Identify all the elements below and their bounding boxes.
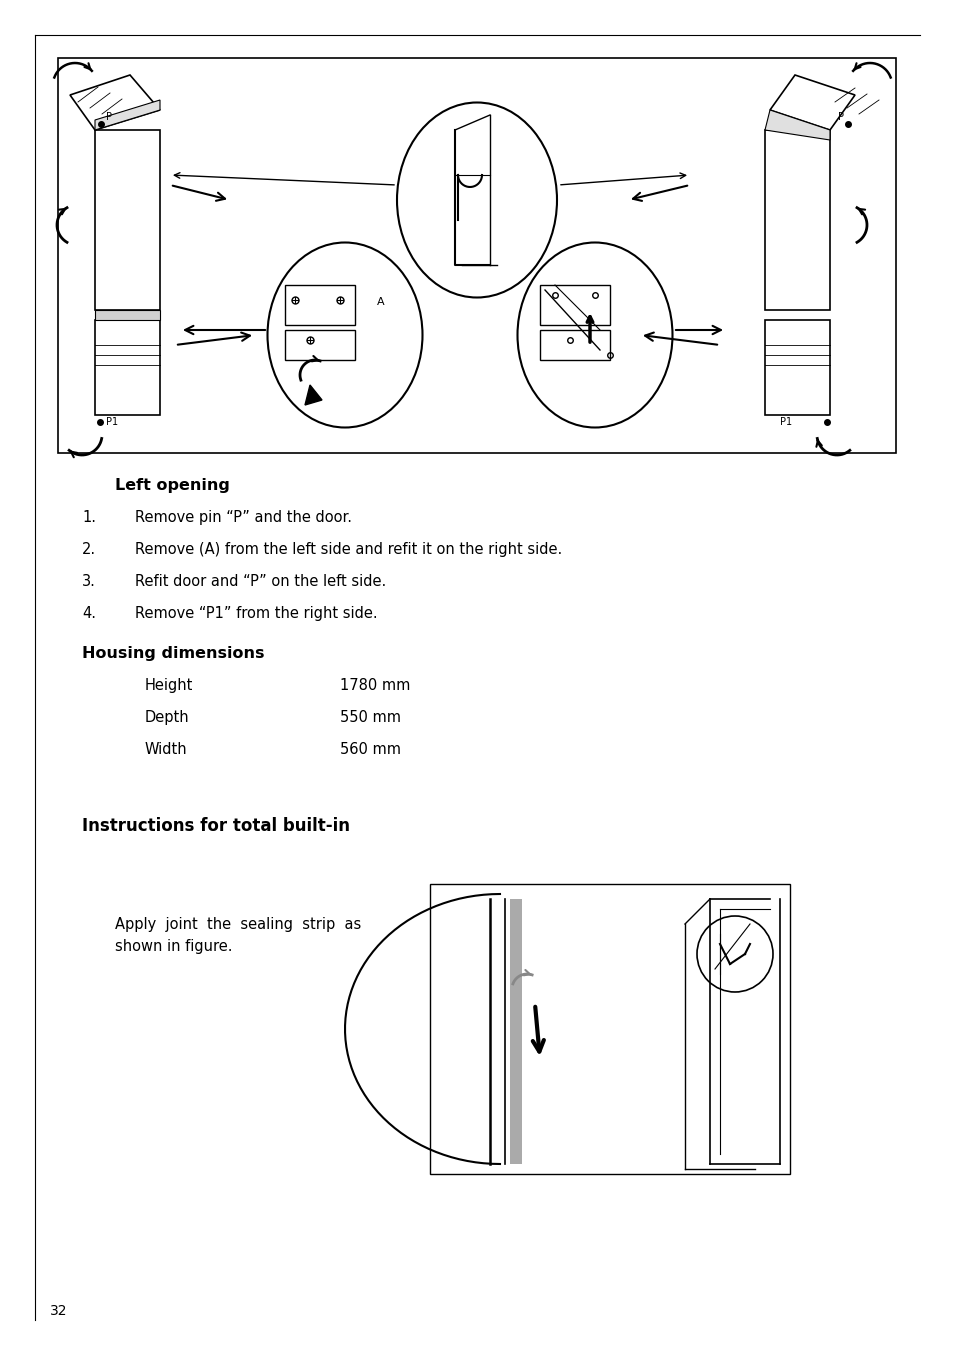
Text: 4.: 4. (82, 606, 96, 621)
Polygon shape (95, 100, 160, 130)
Bar (430, 884, 789, 1174)
Text: 1780 mm: 1780 mm (339, 677, 410, 694)
Text: 3.: 3. (82, 575, 95, 589)
Text: 550 mm: 550 mm (339, 710, 400, 725)
Text: 32: 32 (50, 1303, 68, 1318)
Bar (539, 330, 609, 360)
Text: P: P (837, 112, 843, 122)
Text: Left opening: Left opening (115, 479, 230, 493)
Bar (285, 285, 355, 324)
Text: shown in figure.: shown in figure. (115, 940, 233, 955)
Polygon shape (305, 385, 322, 406)
Ellipse shape (396, 103, 557, 297)
Text: 560 mm: 560 mm (339, 742, 400, 757)
Bar (510, 899, 521, 1164)
Text: 2.: 2. (82, 542, 96, 557)
Bar (764, 320, 829, 415)
Ellipse shape (267, 242, 422, 427)
Bar (95, 320, 160, 415)
Text: Apply  joint  the  sealing  strip  as: Apply joint the sealing strip as (115, 917, 361, 932)
Text: Refit door and “P” on the left side.: Refit door and “P” on the left side. (135, 575, 386, 589)
Bar (285, 330, 355, 360)
Text: P1: P1 (780, 416, 791, 427)
Ellipse shape (517, 242, 672, 427)
Text: P: P (106, 112, 112, 122)
Bar (539, 285, 609, 324)
Text: P1: P1 (106, 416, 118, 427)
Polygon shape (769, 74, 854, 130)
Text: 1.: 1. (82, 510, 96, 525)
Bar (95, 130, 160, 310)
Text: Housing dimensions: Housing dimensions (82, 646, 264, 661)
Text: Remove “P1” from the right side.: Remove “P1” from the right side. (135, 606, 377, 621)
Text: Remove pin “P” and the door.: Remove pin “P” and the door. (135, 510, 352, 525)
Polygon shape (70, 74, 160, 130)
Polygon shape (764, 110, 829, 141)
Text: Width: Width (145, 742, 188, 757)
Bar (764, 130, 829, 310)
Text: Height: Height (145, 677, 193, 694)
Text: Depth: Depth (145, 710, 190, 725)
Polygon shape (95, 310, 160, 320)
Bar (58, 58, 895, 453)
Text: Instructions for total built-in: Instructions for total built-in (82, 817, 350, 836)
Text: A: A (376, 297, 384, 307)
Text: Remove (A) from the left side and refit it on the right side.: Remove (A) from the left side and refit … (135, 542, 561, 557)
